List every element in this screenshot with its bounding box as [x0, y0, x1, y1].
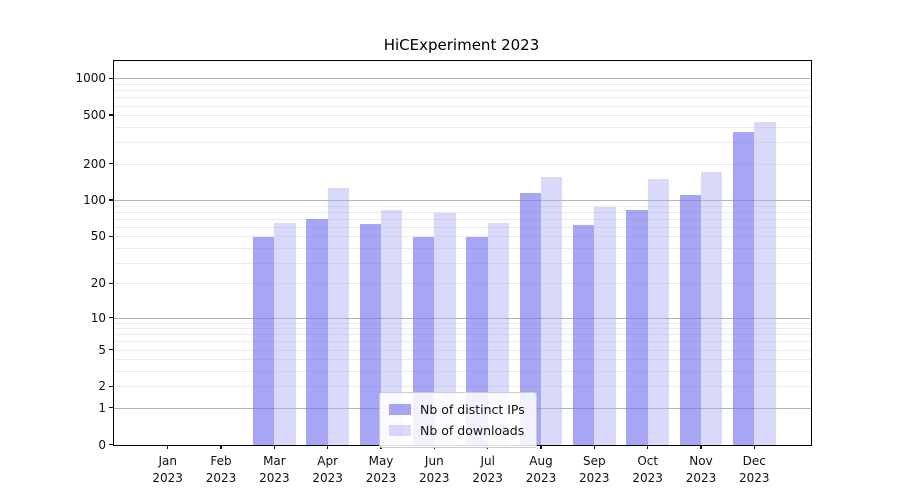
minor-gridline	[114, 236, 811, 238]
bar-sep-downloads	[594, 206, 616, 445]
y-tick-mark	[108, 385, 113, 387]
y-tick-label: 10	[90, 310, 106, 325]
y-tick-label: 0	[98, 437, 106, 452]
bar-mar-ips	[253, 237, 275, 445]
legend-label-distinct-ips: Nb of distinct IPs	[420, 402, 525, 417]
x-tick-label: May 2023	[365, 454, 397, 485]
y-tick-label: 500	[83, 108, 106, 123]
y-tick-mark	[108, 162, 113, 165]
bar-jun-downloads	[434, 213, 456, 445]
minor-gridline	[114, 84, 811, 85]
legend-item-distinct-ips: Nb of distinct IPs	[389, 399, 525, 420]
bar-jul-downloads	[487, 222, 509, 445]
bar-nov-ips	[679, 195, 701, 445]
major-gridline	[114, 200, 811, 201]
minor-gridline	[114, 349, 811, 351]
bar-aug-ips	[519, 192, 541, 445]
x-tick-label: Oct 2023	[632, 454, 663, 485]
minor-gridline	[114, 386, 811, 388]
bar-sep-ips	[573, 225, 595, 445]
minor-gridline	[114, 334, 811, 336]
x-tick-label: Dec 2023	[739, 454, 770, 485]
minor-gridline	[114, 142, 811, 144]
x-tick-mark	[700, 445, 702, 449]
minor-gridline	[114, 328, 811, 330]
minor-gridline	[114, 247, 811, 249]
bar-oct-downloads	[647, 178, 669, 445]
bar-aug-downloads	[541, 176, 563, 445]
minor-gridline	[114, 211, 811, 213]
y-tick-mark	[108, 235, 113, 237]
y-tick-mark	[108, 199, 113, 201]
minor-gridline	[114, 126, 811, 128]
minor-gridline	[114, 105, 811, 107]
bar-apr-downloads	[327, 188, 349, 445]
minor-gridline	[114, 90, 811, 92]
y-tick-label: 50	[90, 229, 106, 244]
x-tick-mark	[540, 445, 542, 449]
bar-mar-downloads	[274, 222, 296, 445]
x-tick-label: Aug 2023	[525, 454, 557, 485]
y-tick-label: 100	[83, 193, 106, 207]
y-tick-label: 1	[98, 400, 106, 415]
major-gridline	[114, 317, 811, 319]
minor-gridline	[114, 262, 811, 264]
minor-gridline	[114, 226, 811, 228]
minor-gridline	[114, 371, 811, 372]
x-tick-label: Sep 2023	[579, 454, 610, 485]
x-tick-mark	[167, 445, 169, 449]
y-tick-label: 20	[90, 276, 106, 291]
y-tick-mark	[108, 348, 113, 351]
bar-may-downloads	[381, 210, 403, 445]
minor-gridline	[114, 205, 811, 207]
y-tick-label: 5	[98, 342, 106, 357]
bar-dec-ips	[733, 131, 755, 445]
legend: Nb of distinct IPs Nb of downloads	[379, 392, 537, 448]
bar-nov-downloads	[701, 171, 723, 445]
x-tick-mark	[647, 445, 649, 449]
y-tick-mark	[108, 77, 113, 80]
x-tick-mark	[593, 445, 595, 449]
x-tick-mark	[753, 445, 755, 449]
minor-gridline	[114, 97, 811, 99]
plot-area: Jan 2023 Feb 2023 Mar 2023 Apr 2023 May 2023 Jun 20…	[75, 60, 812, 485]
bar-apr-ips	[306, 218, 328, 445]
y-tick-mark	[108, 407, 113, 409]
x-tick-label: Jan 2023	[152, 454, 183, 485]
x-tick-label: Jun 2023	[419, 454, 450, 485]
chart-title: HiCExperiment 2023	[383, 36, 540, 54]
y-tick-label: 200	[83, 156, 106, 171]
minor-gridline	[114, 218, 811, 220]
major-gridline	[114, 78, 811, 80]
x-tick-mark	[220, 445, 222, 449]
bar-oct-ips	[626, 210, 648, 445]
y-tick-mark	[108, 282, 113, 284]
legend-label-downloads: Nb of downloads	[420, 423, 525, 438]
x-tick-label: Nov 2023	[685, 454, 717, 485]
x-tick-mark	[273, 445, 276, 449]
y-tick-mark	[108, 443, 113, 446]
legend-item-downloads: Nb of downloads	[389, 420, 525, 441]
minor-gridline	[114, 359, 811, 361]
y-tick-mark	[108, 114, 113, 116]
minor-gridline	[114, 341, 811, 343]
x-tick-label: Feb 2023	[205, 454, 237, 485]
minor-gridline	[114, 322, 811, 324]
minor-gridline	[114, 163, 811, 165]
bar-dec-downloads	[754, 121, 776, 445]
minor-gridline	[114, 115, 811, 117]
legend-swatch-distinct-ips	[389, 404, 411, 415]
legend-swatch-downloads	[389, 425, 411, 436]
x-tick-label: Jul 2023	[472, 454, 503, 485]
y-tick-mark	[108, 316, 113, 319]
y-tick-label: 2	[98, 379, 106, 394]
minor-gridline	[114, 283, 811, 285]
bar-may-ips	[359, 224, 381, 445]
x-tick-label: Apr 2023	[312, 454, 343, 485]
x-tick-label: Mar 2023	[259, 454, 290, 485]
x-tick-mark	[327, 445, 329, 449]
y-tick-label: 1000	[75, 71, 106, 86]
